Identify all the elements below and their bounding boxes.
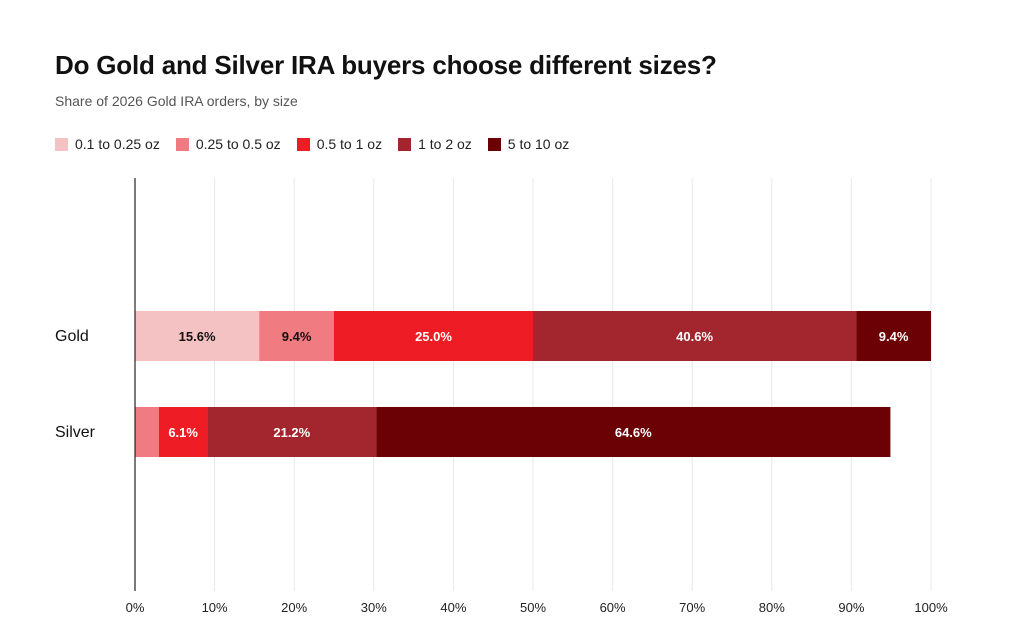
legend-swatch (398, 137, 412, 151)
x-tick-label: 0% (126, 600, 145, 615)
legend-label: 0.25 to 0.5 oz (195, 136, 281, 152)
x-tick-label: 20% (281, 600, 307, 615)
x-tick-label: 10% (202, 600, 228, 615)
bar-segment (856, 311, 931, 361)
chart-subtitle: Share of 2026 Gold IRA orders, by size (55, 93, 298, 109)
legend-swatch (55, 137, 68, 151)
bar-segment (135, 407, 159, 457)
category-label: Silver (55, 424, 96, 441)
legend: 0.1 to 0.25 oz 0.25 to 0.5 oz 0.5 to 1 oz 1… (55, 136, 585, 152)
legend-label: 1 to 2 oz (418, 136, 472, 152)
x-tick-label: 40% (440, 600, 466, 615)
bar-segment (334, 311, 533, 361)
data-label: 40.6% (676, 329, 713, 344)
legend-label: 0.1 to 0.25 oz (75, 136, 160, 152)
x-tick-label: 60% (600, 600, 626, 615)
data-label: 25.0% (415, 329, 452, 344)
legend-swatch (487, 137, 501, 151)
legend-item: 0.25 to 0.5 oz (175, 136, 281, 152)
bar-segment (533, 311, 857, 361)
data-label: 6.1% (168, 425, 198, 440)
x-tick-label: 70% (679, 600, 705, 615)
chart-title: Do Gold and Silver IRA buyers choose dif… (55, 50, 717, 80)
bar-segment (259, 311, 334, 361)
x-tick-label: 50% (520, 600, 546, 615)
category-label: Gold (55, 328, 89, 345)
data-label: 15.6% (179, 329, 216, 344)
x-tick-label: 30% (361, 600, 387, 615)
bar-segment (158, 407, 208, 457)
data-label: 9.4% (879, 329, 909, 344)
bar-segment (376, 407, 891, 457)
legend-swatch (175, 137, 189, 151)
bar-segment (207, 407, 377, 457)
bar-segment (135, 311, 260, 361)
data-label: 21.2% (273, 425, 310, 440)
legend-label: 0.5 to 1 oz (316, 136, 383, 152)
legend-label: 5 to 10 oz (507, 136, 570, 152)
data-label: 9.4% (282, 329, 312, 344)
x-tick-label: 90% (838, 600, 864, 615)
x-tick-label: 100% (914, 600, 948, 615)
legend-item: 0.1 to 0.25 oz (55, 136, 160, 152)
legend-item: 1 to 2 oz (398, 136, 472, 152)
legend-item: 5 to 10 oz (487, 136, 570, 152)
legend-swatch (296, 137, 310, 151)
data-label: 64.6% (615, 425, 652, 440)
x-tick-label: 80% (759, 600, 785, 615)
legend-item: 0.5 to 1 oz (296, 136, 383, 152)
